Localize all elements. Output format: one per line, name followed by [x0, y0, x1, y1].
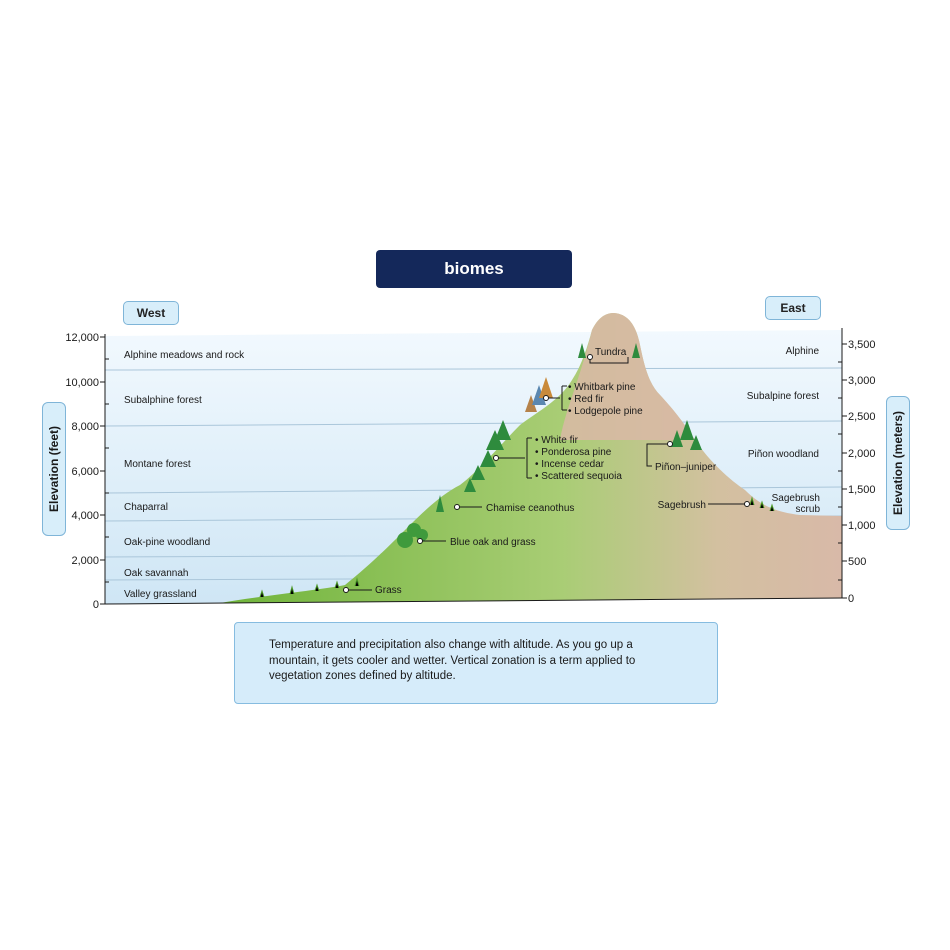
right-tick-label: 0 — [848, 593, 854, 605]
zone-label-montane: Montane forest — [124, 459, 191, 470]
west-label: West — [123, 301, 179, 325]
callout-pinon-juniper: Piñon–juniper — [655, 462, 717, 473]
left-axis — [100, 334, 843, 605]
callout-ponderosa-pine: • Ponderosa pine — [535, 447, 612, 458]
zone-label-valley-grassland: Valley grassland — [124, 589, 197, 600]
zone-label-alpine-east: Alphine — [786, 346, 820, 357]
right-axis-label: Elevation (meters) — [886, 396, 910, 530]
zone-label-chaparral: Chaparral — [124, 502, 168, 513]
callout-sagebrush: Sagebrush — [658, 500, 706, 511]
diagram-title: biomes — [376, 250, 572, 288]
zone-label-oak-pine: Oak-pine woodland — [124, 537, 210, 548]
left-tick-label: 4,000 — [71, 510, 99, 522]
right-tick-label: 3,000 — [848, 375, 876, 387]
conifer-trees — [436, 343, 702, 512]
callout-chamise: Chamise ceanothus — [486, 503, 574, 514]
left-tick-label: 8,000 — [71, 421, 99, 433]
callout-red-fir: • Red fir — [568, 394, 604, 405]
callout-incense-cedar: • Incense cedar — [535, 459, 605, 470]
callout-lodgepole-pine: • Lodgepole pine — [568, 406, 643, 417]
left-tick-labels: 12,000 10,000 8,000 6,000 4,000 2,000 0 — [65, 332, 99, 611]
mountain-peak-shade — [560, 313, 695, 440]
left-tick-label: 2,000 — [71, 555, 99, 567]
east-label: East — [765, 296, 821, 320]
east-zone-labels: Alphine Subalpine forest Piñon woodland … — [747, 346, 821, 515]
right-tick-labels: 3,500 3,000 2,500 2,000 1,500 1,000 500 … — [848, 339, 876, 605]
right-axis — [838, 328, 847, 599]
subalpine-trees — [525, 377, 553, 412]
grass-tufts — [259, 496, 775, 598]
zone-label-oak-savannah: Oak savannah — [124, 568, 189, 579]
left-tick-label: 6,000 — [71, 466, 99, 478]
left-axis-label: Elevation (feet) — [42, 402, 66, 536]
zone-label-sagebrush-1: Sagebrush — [772, 493, 820, 504]
right-tick-label: 500 — [848, 556, 866, 568]
right-tick-label: 3,500 — [848, 339, 876, 351]
right-tick-label: 1,000 — [848, 520, 876, 532]
right-tick-label: 1,500 — [848, 484, 876, 496]
oak-trees — [397, 523, 428, 548]
callout-white-fir: • White fir — [535, 435, 579, 446]
left-tick-label: 0 — [93, 599, 99, 611]
right-tick-label: 2,500 — [848, 411, 876, 423]
zone-label-subalpine-west: Subalphine forest — [124, 395, 202, 406]
zone-label-subalpine-east: Subalpine forest — [747, 391, 819, 402]
callout-grass: Grass — [375, 585, 402, 596]
right-tick-label: 2,000 — [848, 448, 876, 460]
zone-label-alpine-west: Alphine meadows and rock — [124, 350, 245, 361]
zone-label-sagebrush-2: scrub — [796, 504, 821, 515]
callout-blue-oak: Blue oak and grass — [450, 537, 536, 548]
callout-tundra: Tundra — [595, 347, 627, 358]
west-zone-labels: Alphine meadows and rock Subalphine fore… — [124, 350, 245, 600]
callout-whitbark-pine: • Whitbark pine — [568, 382, 636, 393]
callouts: Tundra • Whitbark pine • Red fir • Lodge… — [343, 347, 750, 596]
left-tick-label: 12,000 — [65, 332, 99, 344]
explanation-note: Temperature and precipitation also chang… — [234, 622, 718, 704]
mountain — [220, 313, 842, 603]
callout-scattered-sequoia: • Scattered sequoia — [535, 471, 622, 482]
left-tick-label: 10,000 — [65, 377, 99, 389]
zone-label-pinon: Piñon woodland — [748, 449, 819, 460]
